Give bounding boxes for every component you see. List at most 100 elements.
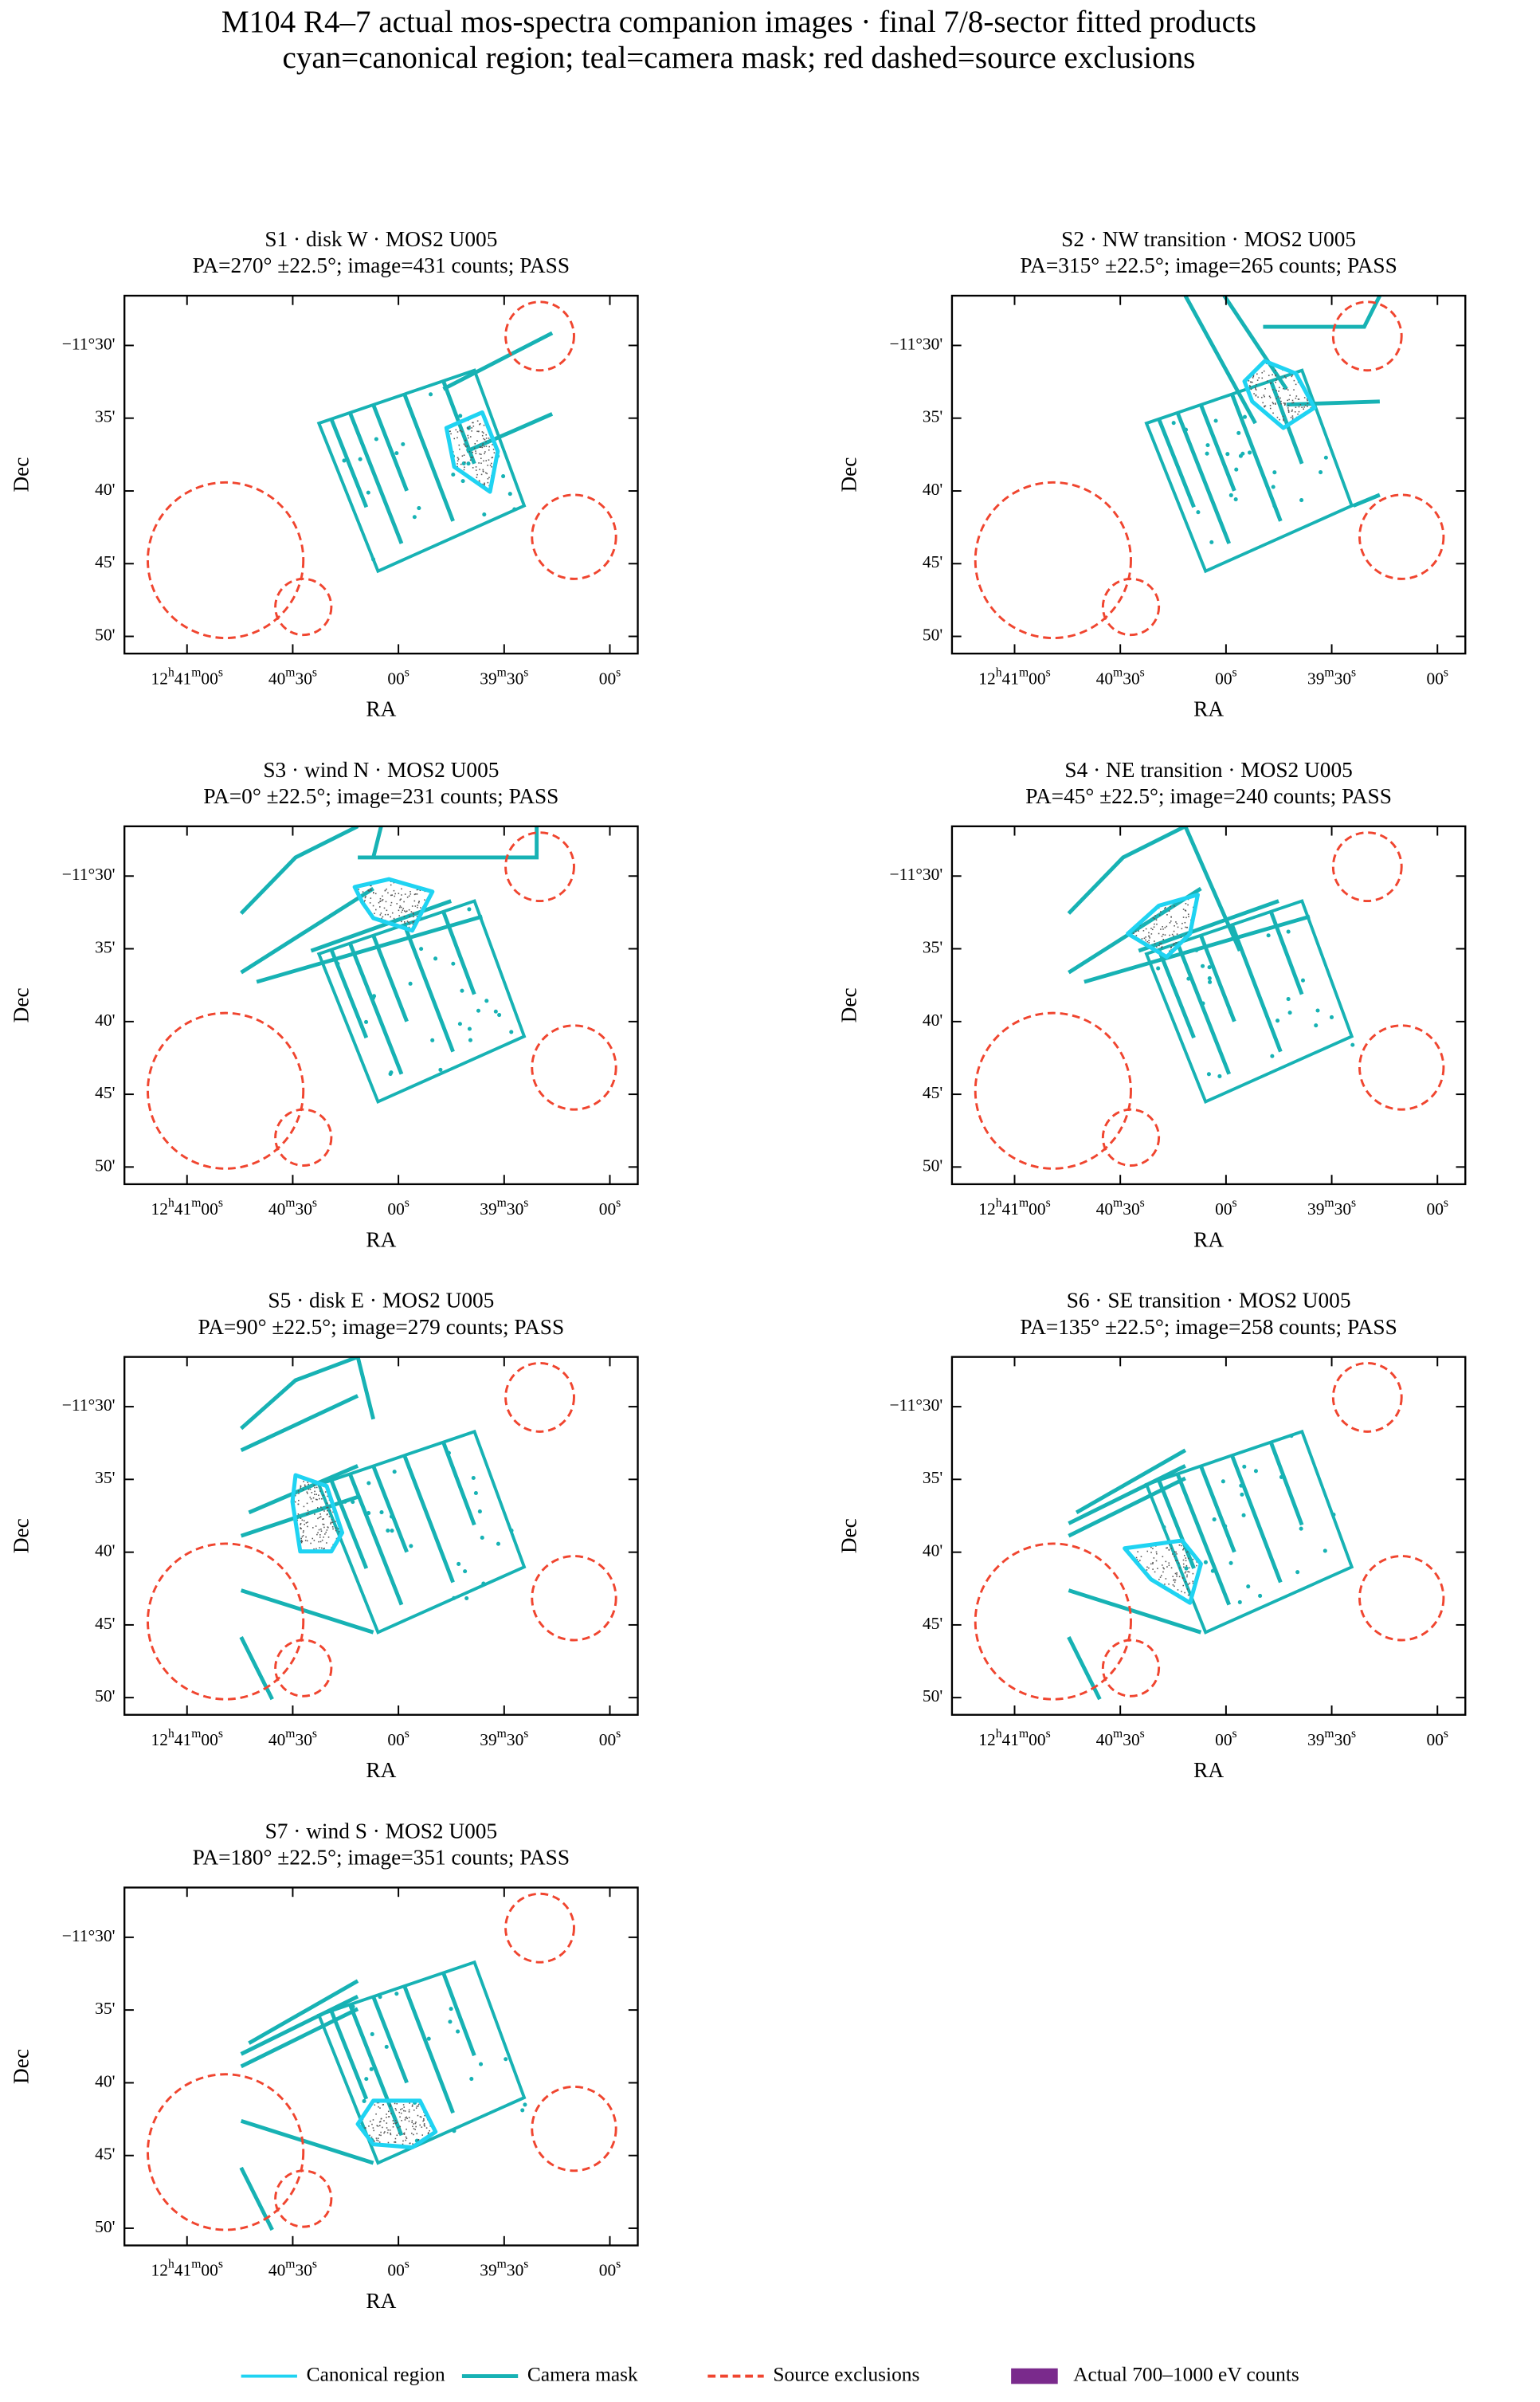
count-pixel <box>478 480 480 482</box>
count-pixel <box>492 457 494 458</box>
count-pixel <box>1175 921 1177 923</box>
mask-pixel <box>412 515 417 520</box>
count-pixel <box>423 2124 425 2126</box>
count-pixel <box>390 2113 392 2114</box>
count-pixel <box>479 446 481 448</box>
count-pixel <box>460 463 462 465</box>
count-pixel <box>480 453 482 455</box>
count-pixel <box>1269 407 1272 410</box>
mask-pixel <box>1275 1018 1280 1023</box>
count-pixel <box>483 424 485 426</box>
x-tick-label: 39m30s <box>480 1196 528 1219</box>
count-pixel <box>405 2117 406 2119</box>
count-pixel <box>403 2106 406 2108</box>
x-tick-label: 00s <box>1215 1196 1237 1219</box>
count-pixel <box>375 2137 378 2139</box>
mask-pixel <box>389 1514 394 1519</box>
count-pixel <box>1192 1558 1194 1560</box>
count-pixel <box>483 432 484 434</box>
count-pixel <box>394 2141 396 2143</box>
count-pixel <box>1150 1552 1152 1553</box>
count-pixel <box>1172 1584 1174 1586</box>
count-pixel <box>457 465 458 468</box>
count-pixel <box>329 1509 331 1512</box>
count-pixel <box>464 466 465 469</box>
mask-pixel <box>374 437 378 442</box>
mask-pixel <box>369 2066 374 2071</box>
y-tick-label: −11°30' <box>890 1395 943 1415</box>
count-pixel <box>1182 916 1185 918</box>
count-pixel <box>302 1535 304 1537</box>
count-pixel <box>309 1496 312 1498</box>
count-pixel <box>474 442 476 445</box>
count-pixel <box>387 913 389 916</box>
y-tick-label: 35' <box>95 1468 115 1487</box>
mask-pixel <box>467 907 472 912</box>
count-pixel <box>1157 1568 1158 1569</box>
mask-pixel <box>364 1019 369 1024</box>
count-pixel <box>323 1518 324 1520</box>
count-pixel <box>471 430 472 432</box>
y-axis-label: Dec <box>10 457 33 493</box>
count-pixel <box>326 1529 328 1531</box>
count-pixel <box>1252 377 1254 379</box>
count-pixel <box>404 2110 406 2112</box>
count-pixel <box>1145 928 1147 930</box>
count-pixel <box>1283 419 1284 422</box>
count-pixel <box>1298 406 1300 408</box>
count-pixel <box>313 1548 315 1550</box>
count-pixel <box>326 1542 327 1544</box>
count-pixel <box>1268 375 1270 376</box>
count-pixel <box>322 1518 323 1521</box>
count-pixel <box>402 909 404 911</box>
x-tick-label: 00s <box>1426 1727 1448 1749</box>
count-pixel <box>423 2119 425 2121</box>
mask-pixel <box>460 479 465 484</box>
mask-pixel <box>1206 1072 1211 1077</box>
count-pixel <box>1170 1548 1172 1549</box>
count-pixel <box>413 916 414 918</box>
mask-pixel <box>1242 1464 1247 1469</box>
count-pixel <box>379 2121 382 2122</box>
count-pixel <box>1184 1592 1185 1594</box>
count-pixel <box>369 885 371 887</box>
count-pixel <box>323 1548 324 1550</box>
camera-mask <box>316 1429 527 1635</box>
y-tick-label: 35' <box>95 407 115 426</box>
count-pixel <box>331 1521 334 1524</box>
panel-subtitle: PA=90° ±22.5°; image=279 counts; PASS <box>198 1315 565 1339</box>
count-pixel <box>1166 914 1168 916</box>
count-pixel <box>1286 388 1287 390</box>
count-pixel <box>464 461 466 463</box>
count-pixel <box>320 1529 322 1530</box>
count-pixel <box>384 2131 386 2133</box>
count-pixel <box>1287 405 1290 406</box>
count-pixel <box>417 906 418 909</box>
count-pixel <box>413 900 416 902</box>
count-pixel <box>405 2139 407 2141</box>
count-pixel <box>417 2114 419 2117</box>
x-tick-label: 12h41m00s <box>978 665 1050 688</box>
count-pixel <box>1139 1560 1141 1561</box>
count-pixel <box>1287 407 1289 409</box>
count-pixel <box>327 1495 328 1497</box>
count-pixel <box>381 900 383 901</box>
mask-chip-edge <box>348 942 404 1075</box>
count-pixel <box>1291 417 1294 419</box>
count-pixel <box>401 911 402 913</box>
mask-pixel <box>456 2029 460 2034</box>
count-pixel <box>487 465 488 466</box>
source-exclusion <box>147 2073 305 2231</box>
count-pixel <box>305 1522 308 1524</box>
count-pixel <box>1283 375 1286 377</box>
count-pixel <box>408 2111 410 2113</box>
count-pixel <box>1185 903 1187 905</box>
count-pixel <box>383 2120 385 2121</box>
count-pixel <box>476 477 478 478</box>
mask-pixel <box>342 458 347 463</box>
count-pixel <box>1283 404 1286 406</box>
mask-pixel <box>512 507 517 512</box>
count-pixel <box>463 454 465 456</box>
count-pixel <box>463 443 465 445</box>
count-pixel <box>1275 369 1276 371</box>
